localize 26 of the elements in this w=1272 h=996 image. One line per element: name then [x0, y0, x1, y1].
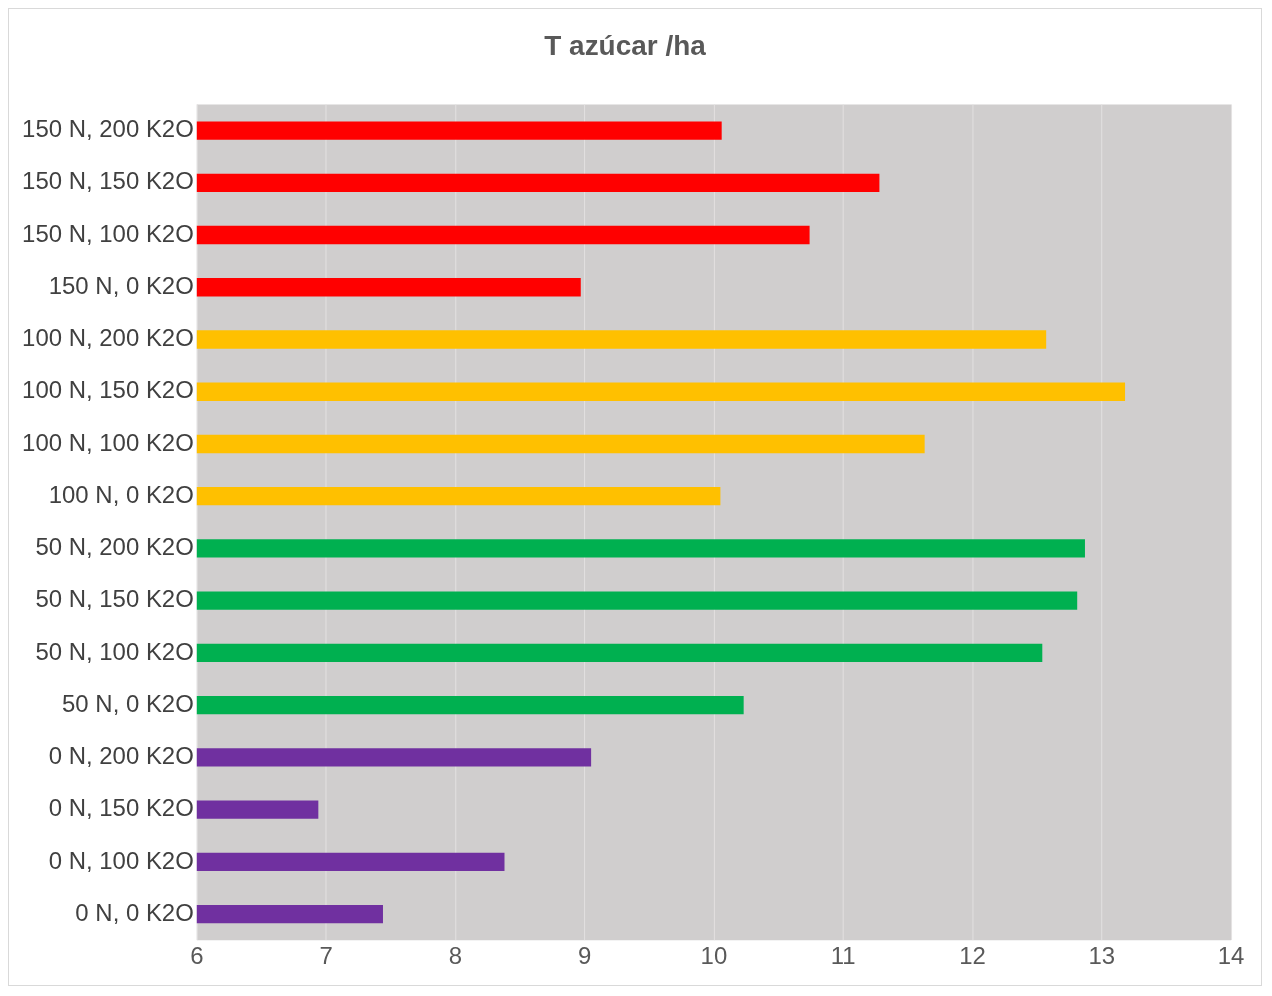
- y-tick-label: 50 N, 0 K2O: [62, 689, 194, 717]
- y-tick-label: 50 N, 200 K2O: [35, 533, 194, 561]
- x-tick-label: 8: [448, 942, 463, 970]
- y-tick-label: 0 N, 100 K2O: [48, 846, 194, 874]
- y-tick-label: 0 N, 0 K2O: [75, 898, 194, 926]
- y-tick-label: 50 N, 150 K2O: [35, 585, 194, 613]
- chart-title: T azúcar /ha: [544, 30, 707, 62]
- x-tick-label: 10: [700, 942, 728, 970]
- y-tick-label: 100 N, 150 K2O: [22, 376, 194, 404]
- y-tick-label: 150 N, 150 K2O: [22, 167, 194, 195]
- y-tick-label: 0 N, 150 K2O: [48, 794, 194, 822]
- y-tick-label: 100 N, 200 K2O: [22, 324, 194, 352]
- y-tick-label: 0 N, 200 K2O: [48, 742, 194, 770]
- y-tick-label: 100 N, 0 K2O: [48, 480, 194, 508]
- y-tick-label: 150 N, 100 K2O: [22, 219, 194, 247]
- x-tick-label: 9: [577, 942, 592, 970]
- y-tick-label: 150 N, 200 K2O: [22, 115, 194, 143]
- x-tick-label: 14: [1217, 942, 1245, 970]
- x-tick-label: 6: [190, 942, 204, 970]
- x-tick-label: 11: [830, 942, 856, 970]
- y-tick-label: 150 N, 0 K2O: [48, 271, 194, 299]
- x-tick-label: 12: [959, 942, 986, 970]
- x-tick-label: 7: [319, 942, 333, 970]
- y-tick-label: 100 N, 100 K2O: [22, 428, 194, 456]
- y-tick-label: 50 N, 100 K2O: [35, 637, 194, 665]
- x-tick-label: 13: [1088, 942, 1116, 970]
